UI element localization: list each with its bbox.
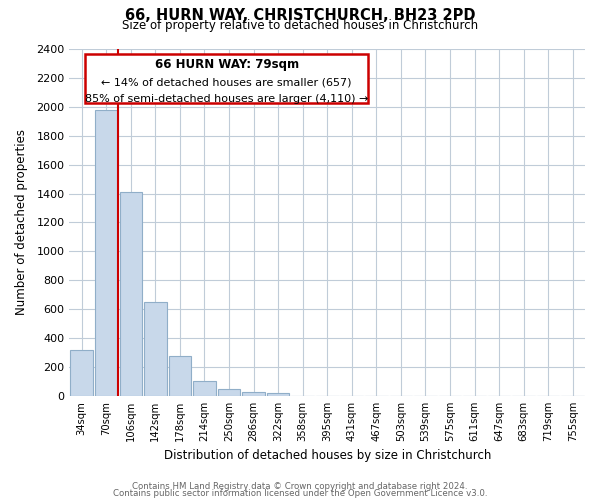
Bar — [119, 192, 142, 396]
Text: Size of property relative to detached houses in Christchurch: Size of property relative to detached ho… — [122, 19, 478, 32]
Bar — [218, 390, 241, 396]
Bar — [95, 110, 118, 396]
Bar — [169, 356, 191, 396]
Bar — [267, 393, 289, 396]
Bar — [144, 302, 167, 396]
Text: Contains public sector information licensed under the Open Government Licence v3: Contains public sector information licen… — [113, 489, 487, 498]
Text: 66 HURN WAY: 79sqm: 66 HURN WAY: 79sqm — [155, 58, 299, 71]
Bar — [193, 382, 216, 396]
Bar — [242, 392, 265, 396]
Text: 66, HURN WAY, CHRISTCHURCH, BH23 2PD: 66, HURN WAY, CHRISTCHURCH, BH23 2PD — [125, 8, 475, 22]
Text: ← 14% of detached houses are smaller (657): ← 14% of detached houses are smaller (65… — [101, 78, 352, 88]
Text: Contains HM Land Registry data © Crown copyright and database right 2024.: Contains HM Land Registry data © Crown c… — [132, 482, 468, 491]
Y-axis label: Number of detached properties: Number of detached properties — [15, 130, 28, 316]
Text: 85% of semi-detached houses are larger (4,110) →: 85% of semi-detached houses are larger (… — [85, 94, 368, 104]
Bar — [70, 350, 93, 396]
FancyBboxPatch shape — [85, 54, 368, 103]
X-axis label: Distribution of detached houses by size in Christchurch: Distribution of detached houses by size … — [164, 450, 491, 462]
